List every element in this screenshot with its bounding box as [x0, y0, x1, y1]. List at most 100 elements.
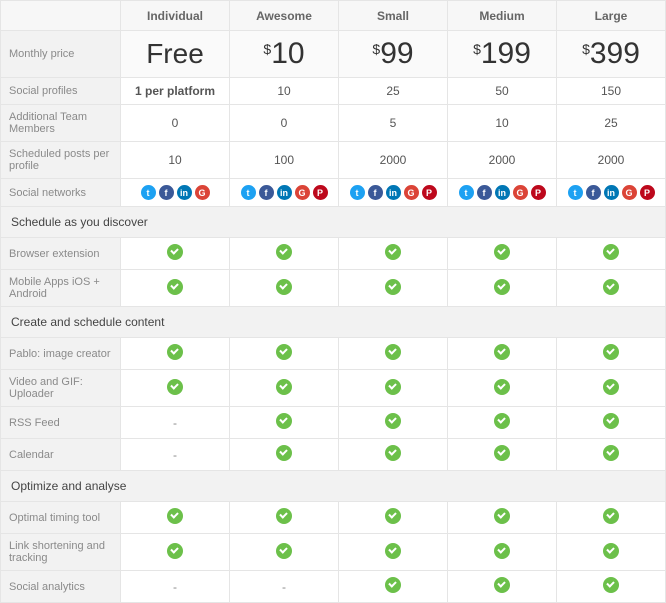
feature-cell — [121, 270, 230, 307]
linkedin-icon: in — [604, 185, 619, 200]
check-icon — [603, 244, 619, 260]
row-label: Mobile Apps iOS + Android — [1, 270, 121, 307]
header-row: IndividualAwesomeSmallMediumLarge — [1, 1, 666, 31]
row-label: Browser extension — [1, 238, 121, 270]
feature-row: Social analytics-- — [1, 571, 666, 603]
feature-row: Pablo: image creator — [1, 338, 666, 370]
dash-icon: - — [173, 580, 177, 594]
check-icon — [494, 445, 510, 461]
social-cell: tfinGP — [339, 179, 448, 207]
twitter-icon: t — [568, 185, 583, 200]
check-icon — [603, 279, 619, 295]
twitter-icon: t — [241, 185, 256, 200]
check-icon — [494, 279, 510, 295]
feature-cell — [448, 534, 557, 571]
check-icon — [385, 244, 401, 260]
facebook-icon: f — [477, 185, 492, 200]
feature-cell — [557, 338, 666, 370]
check-icon — [167, 279, 183, 295]
dash-icon: - — [173, 448, 177, 462]
feature-cell — [448, 502, 557, 534]
data-cell: 10 — [230, 78, 339, 105]
row-label: Calendar — [1, 439, 121, 471]
google-icon: G — [295, 185, 310, 200]
feature-cell — [230, 439, 339, 471]
data-cell: 25 — [557, 105, 666, 142]
feature-cell — [339, 338, 448, 370]
pricing-table: IndividualAwesomeSmallMediumLarge Monthl… — [0, 0, 666, 603]
check-icon — [494, 344, 510, 360]
dash-icon: - — [173, 416, 177, 430]
twitter-icon: t — [350, 185, 365, 200]
price-amount: 10 — [271, 37, 304, 70]
row-label: Additional Team Members — [1, 105, 121, 142]
twitter-icon: t — [459, 185, 474, 200]
feature-row: Video and GIF: Uploader — [1, 370, 666, 407]
feature-cell — [557, 370, 666, 407]
plan-header: Large — [557, 1, 666, 31]
check-icon — [494, 379, 510, 395]
data-cell: 10 — [121, 142, 230, 179]
pinterest-icon: P — [422, 185, 437, 200]
facebook-icon: f — [368, 185, 383, 200]
check-icon — [385, 508, 401, 524]
check-icon — [276, 244, 292, 260]
check-icon — [494, 244, 510, 260]
facebook-icon: f — [159, 185, 174, 200]
check-icon — [385, 445, 401, 461]
feature-cell — [339, 238, 448, 270]
feature-cell — [121, 338, 230, 370]
section-header-row: Schedule as you discover — [1, 207, 666, 238]
price-currency: $ — [582, 41, 590, 57]
feature-cell — [121, 370, 230, 407]
price-cell: $399 — [557, 31, 666, 78]
check-icon — [167, 543, 183, 559]
section-header-row: Create and schedule content — [1, 307, 666, 338]
social-row: Social networkstfinGtfinGPtfinGPtfinGPtf… — [1, 179, 666, 207]
check-icon — [603, 379, 619, 395]
table-body: Monthly priceFree$10$99$199$399Social pr… — [1, 31, 666, 603]
google-icon: G — [404, 185, 419, 200]
feature-cell — [448, 238, 557, 270]
data-cell: 2000 — [557, 142, 666, 179]
check-icon — [494, 577, 510, 593]
facebook-icon: f — [586, 185, 601, 200]
data-cell: 5 — [339, 105, 448, 142]
check-icon — [276, 279, 292, 295]
check-icon — [276, 543, 292, 559]
feature-cell — [448, 338, 557, 370]
feature-row: Calendar - — [1, 439, 666, 471]
data-cell: 1 per platform — [121, 78, 230, 105]
feature-cell — [339, 502, 448, 534]
feature-cell: - — [121, 571, 230, 603]
feature-cell — [230, 238, 339, 270]
data-cell: 150 — [557, 78, 666, 105]
row-label: Pablo: image creator — [1, 338, 121, 370]
feature-cell — [557, 270, 666, 307]
feature-cell: - — [230, 571, 339, 603]
row-label: Scheduled posts per profile — [1, 142, 121, 179]
plan-header: Medium — [448, 1, 557, 31]
linkedin-icon: in — [495, 185, 510, 200]
row-label: Social networks — [1, 179, 121, 207]
plan-header: Small — [339, 1, 448, 31]
plan-header: Awesome — [230, 1, 339, 31]
social-icons: tfinG — [129, 185, 221, 200]
check-icon — [603, 344, 619, 360]
google-icon: G — [195, 185, 210, 200]
feature-cell — [121, 238, 230, 270]
check-icon — [276, 413, 292, 429]
google-icon: G — [622, 185, 637, 200]
feature-cell — [230, 407, 339, 439]
feature-cell — [557, 534, 666, 571]
feature-cell — [448, 439, 557, 471]
row-label: Video and GIF: Uploader — [1, 370, 121, 407]
feature-row: Browser extension — [1, 238, 666, 270]
check-icon — [603, 577, 619, 593]
feature-cell — [557, 238, 666, 270]
price-amount: 99 — [380, 37, 413, 70]
social-cell: tfinGP — [557, 179, 666, 207]
feature-cell — [121, 534, 230, 571]
section-title: Create and schedule content — [1, 307, 666, 338]
feature-row: Optimal timing tool — [1, 502, 666, 534]
